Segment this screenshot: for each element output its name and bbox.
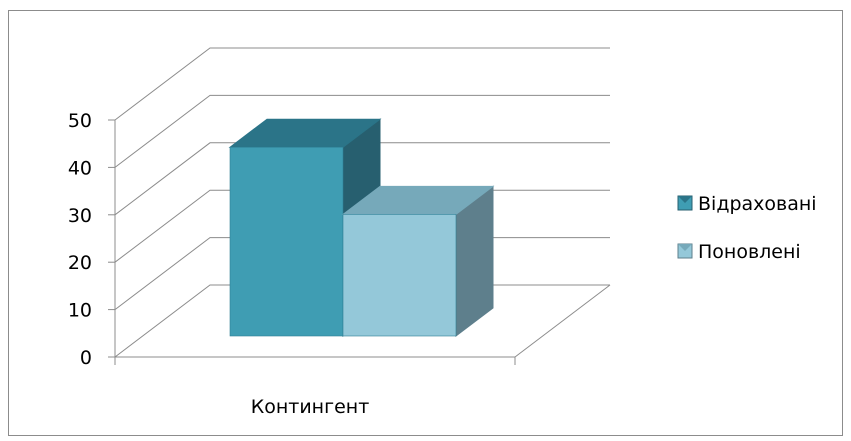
x-category-label: Контингент <box>251 396 370 418</box>
y-tick-label: 50 <box>68 110 92 132</box>
bar-ponovleni <box>341 185 495 338</box>
floor-edge <box>514 284 611 358</box>
gridline <box>114 47 610 121</box>
category-labels: Контингент <box>251 396 370 418</box>
legend-item: Поновлені <box>677 241 801 263</box>
y-tick-label: 0 <box>80 347 92 369</box>
y-tick-label: 30 <box>68 205 92 227</box>
gridline <box>114 94 610 168</box>
axes <box>108 119 611 365</box>
legend-label: Поновлені <box>698 241 801 263</box>
gridline <box>114 142 610 216</box>
y-tick-labels: 0 10 20 30 40 50 <box>68 110 92 369</box>
legend-item: Відраховані <box>677 193 817 215</box>
legend: Відраховані Поновлені <box>677 193 817 263</box>
legend-swatch-top <box>678 196 692 203</box>
bar-front <box>229 146 344 337</box>
y-tick-label: 10 <box>68 300 92 322</box>
y-tick-label: 40 <box>68 157 92 179</box>
legend-label: Відраховані <box>698 193 817 215</box>
bar-front <box>342 214 457 337</box>
y-tick-label: 20 <box>68 252 92 274</box>
legend-swatch-top <box>678 244 692 251</box>
bars <box>228 118 495 338</box>
